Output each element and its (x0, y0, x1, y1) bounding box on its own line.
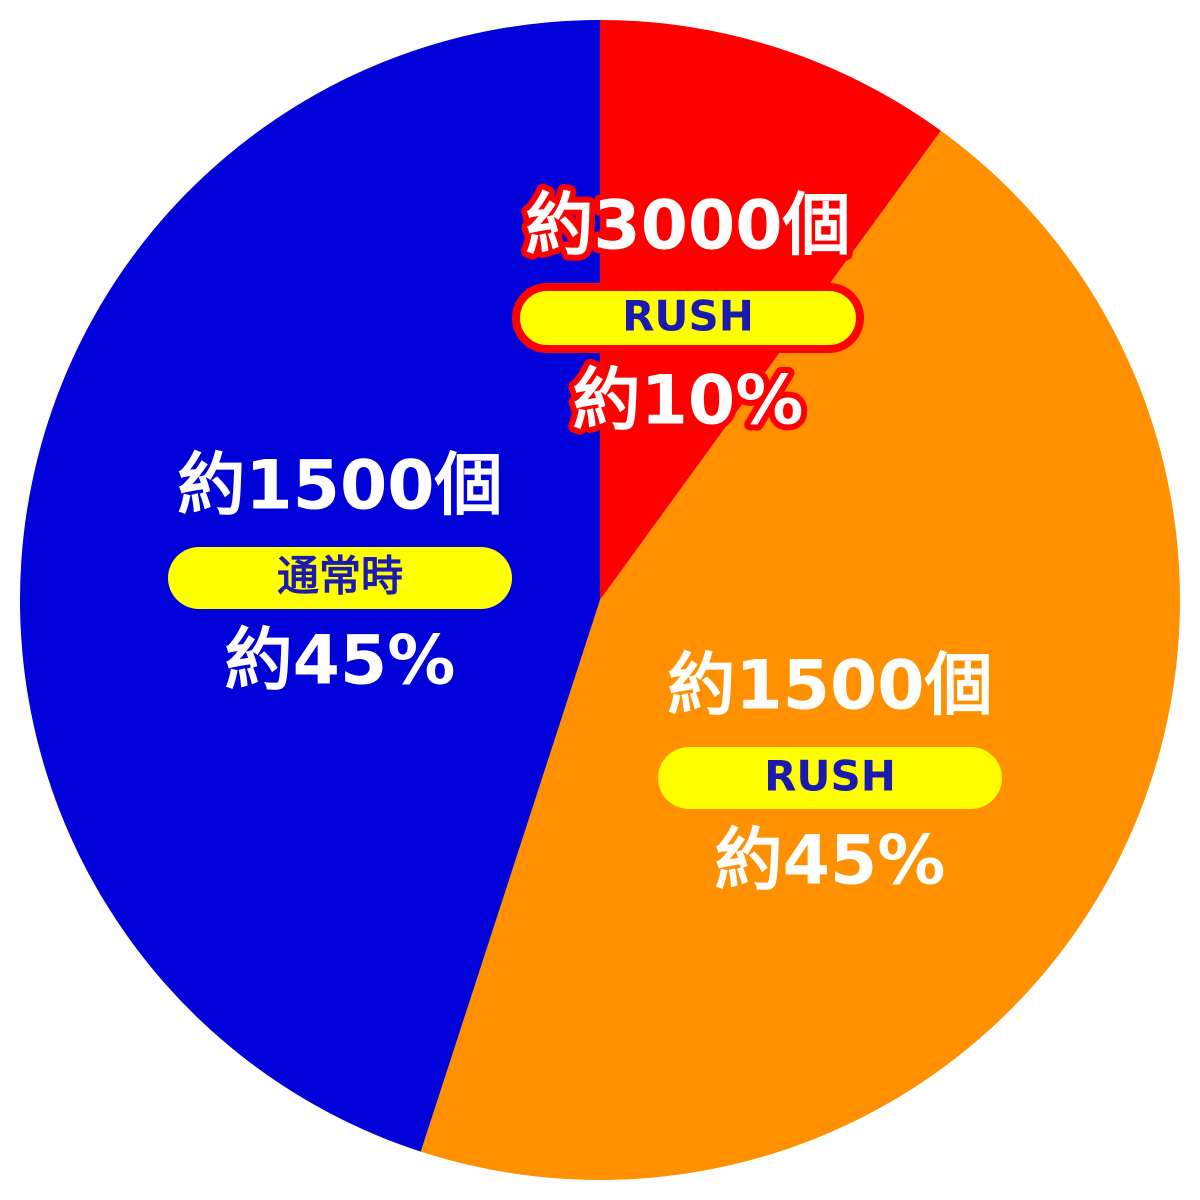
category-pill (512, 283, 864, 353)
category-pill (658, 747, 1002, 809)
amount-label: 約1500個 (667, 647, 992, 726)
value-label: 約45% (225, 622, 456, 701)
amount-label: 約1500個 (177, 447, 502, 526)
category-label: RUSH (764, 752, 896, 801)
pie-slice (420, 130, 1181, 1180)
value-label: 約45% (715, 822, 946, 901)
category-label: RUSH (622, 292, 754, 341)
value-label: 約10% (573, 362, 804, 441)
category-label: 通常時 (277, 552, 403, 601)
amount-label: 約3000個 (525, 187, 850, 266)
category-pill (168, 547, 512, 609)
